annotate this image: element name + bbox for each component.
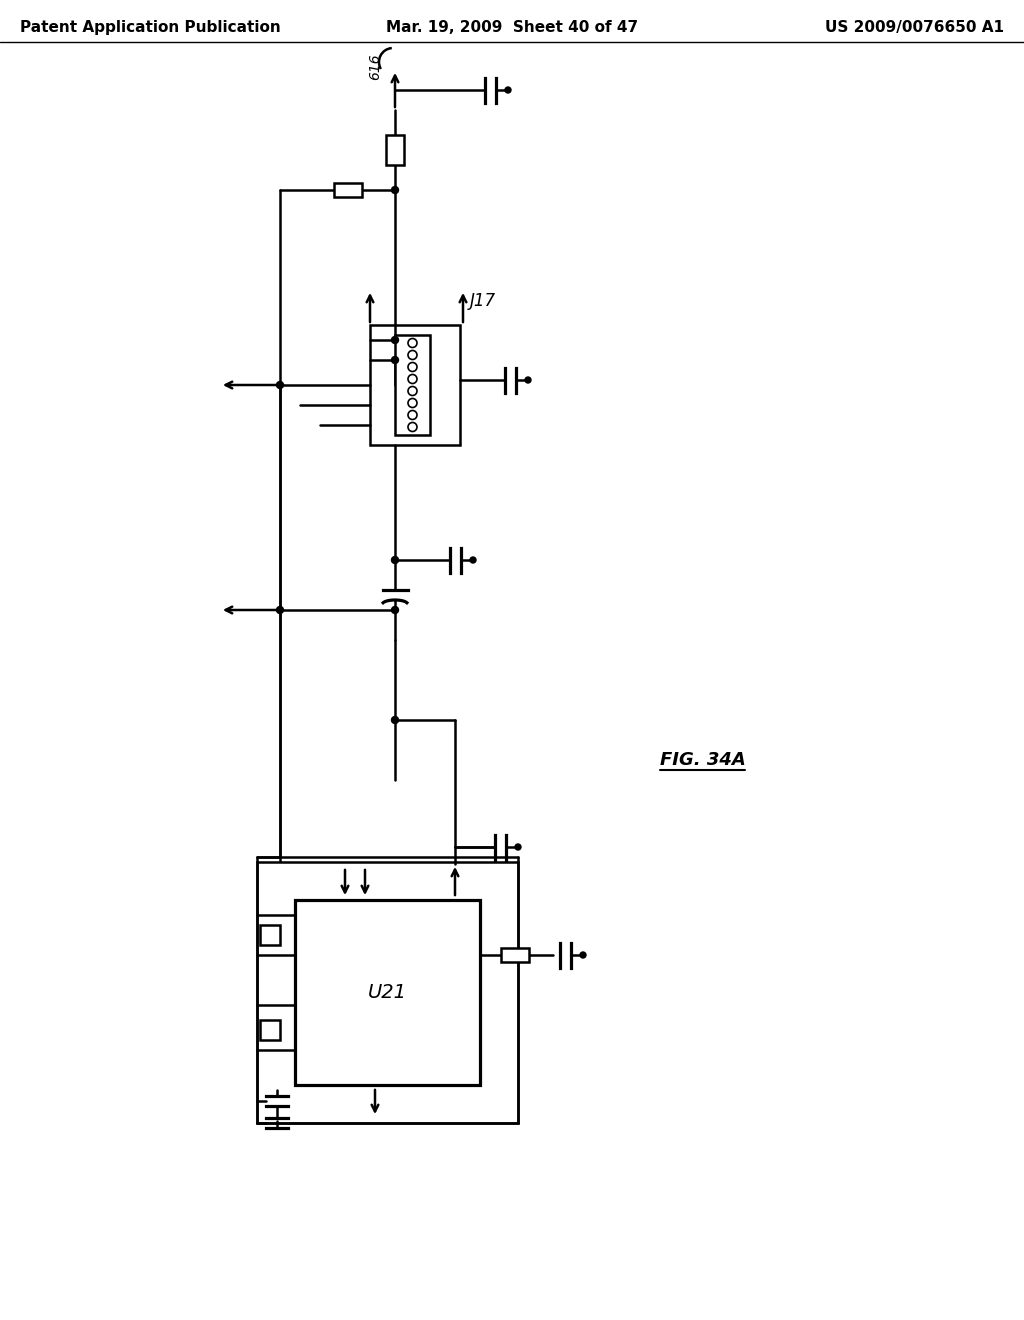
Bar <box>501 948 529 962</box>
Circle shape <box>276 381 284 388</box>
Bar <box>295 900 480 1085</box>
Circle shape <box>391 606 398 614</box>
Bar <box>260 925 280 945</box>
Bar <box>370 325 460 445</box>
Circle shape <box>408 387 417 396</box>
Text: U21: U21 <box>368 983 407 1002</box>
Circle shape <box>408 338 417 347</box>
Text: Mar. 19, 2009  Sheet 40 of 47: Mar. 19, 2009 Sheet 40 of 47 <box>386 20 638 36</box>
Bar <box>334 183 362 197</box>
Circle shape <box>515 843 521 850</box>
Circle shape <box>391 186 398 194</box>
Circle shape <box>408 422 417 432</box>
Circle shape <box>408 363 417 371</box>
Circle shape <box>408 375 417 384</box>
Circle shape <box>276 606 284 614</box>
Bar <box>386 135 404 165</box>
Circle shape <box>408 399 417 408</box>
Bar <box>395 335 430 436</box>
Text: US 2009/0076650 A1: US 2009/0076650 A1 <box>825 20 1004 36</box>
Text: J17: J17 <box>470 292 496 310</box>
Circle shape <box>505 87 511 92</box>
Circle shape <box>408 351 417 359</box>
Text: 616: 616 <box>368 53 382 81</box>
Circle shape <box>391 557 398 564</box>
Text: FIG. 34A: FIG. 34A <box>660 751 745 770</box>
Circle shape <box>470 557 476 564</box>
Circle shape <box>525 378 531 383</box>
Circle shape <box>580 952 586 958</box>
Circle shape <box>408 411 417 420</box>
Text: Patent Application Publication: Patent Application Publication <box>20 20 281 36</box>
Bar <box>257 862 518 1123</box>
Circle shape <box>391 356 398 363</box>
Circle shape <box>391 717 398 723</box>
Circle shape <box>391 337 398 343</box>
Bar <box>260 1020 280 1040</box>
